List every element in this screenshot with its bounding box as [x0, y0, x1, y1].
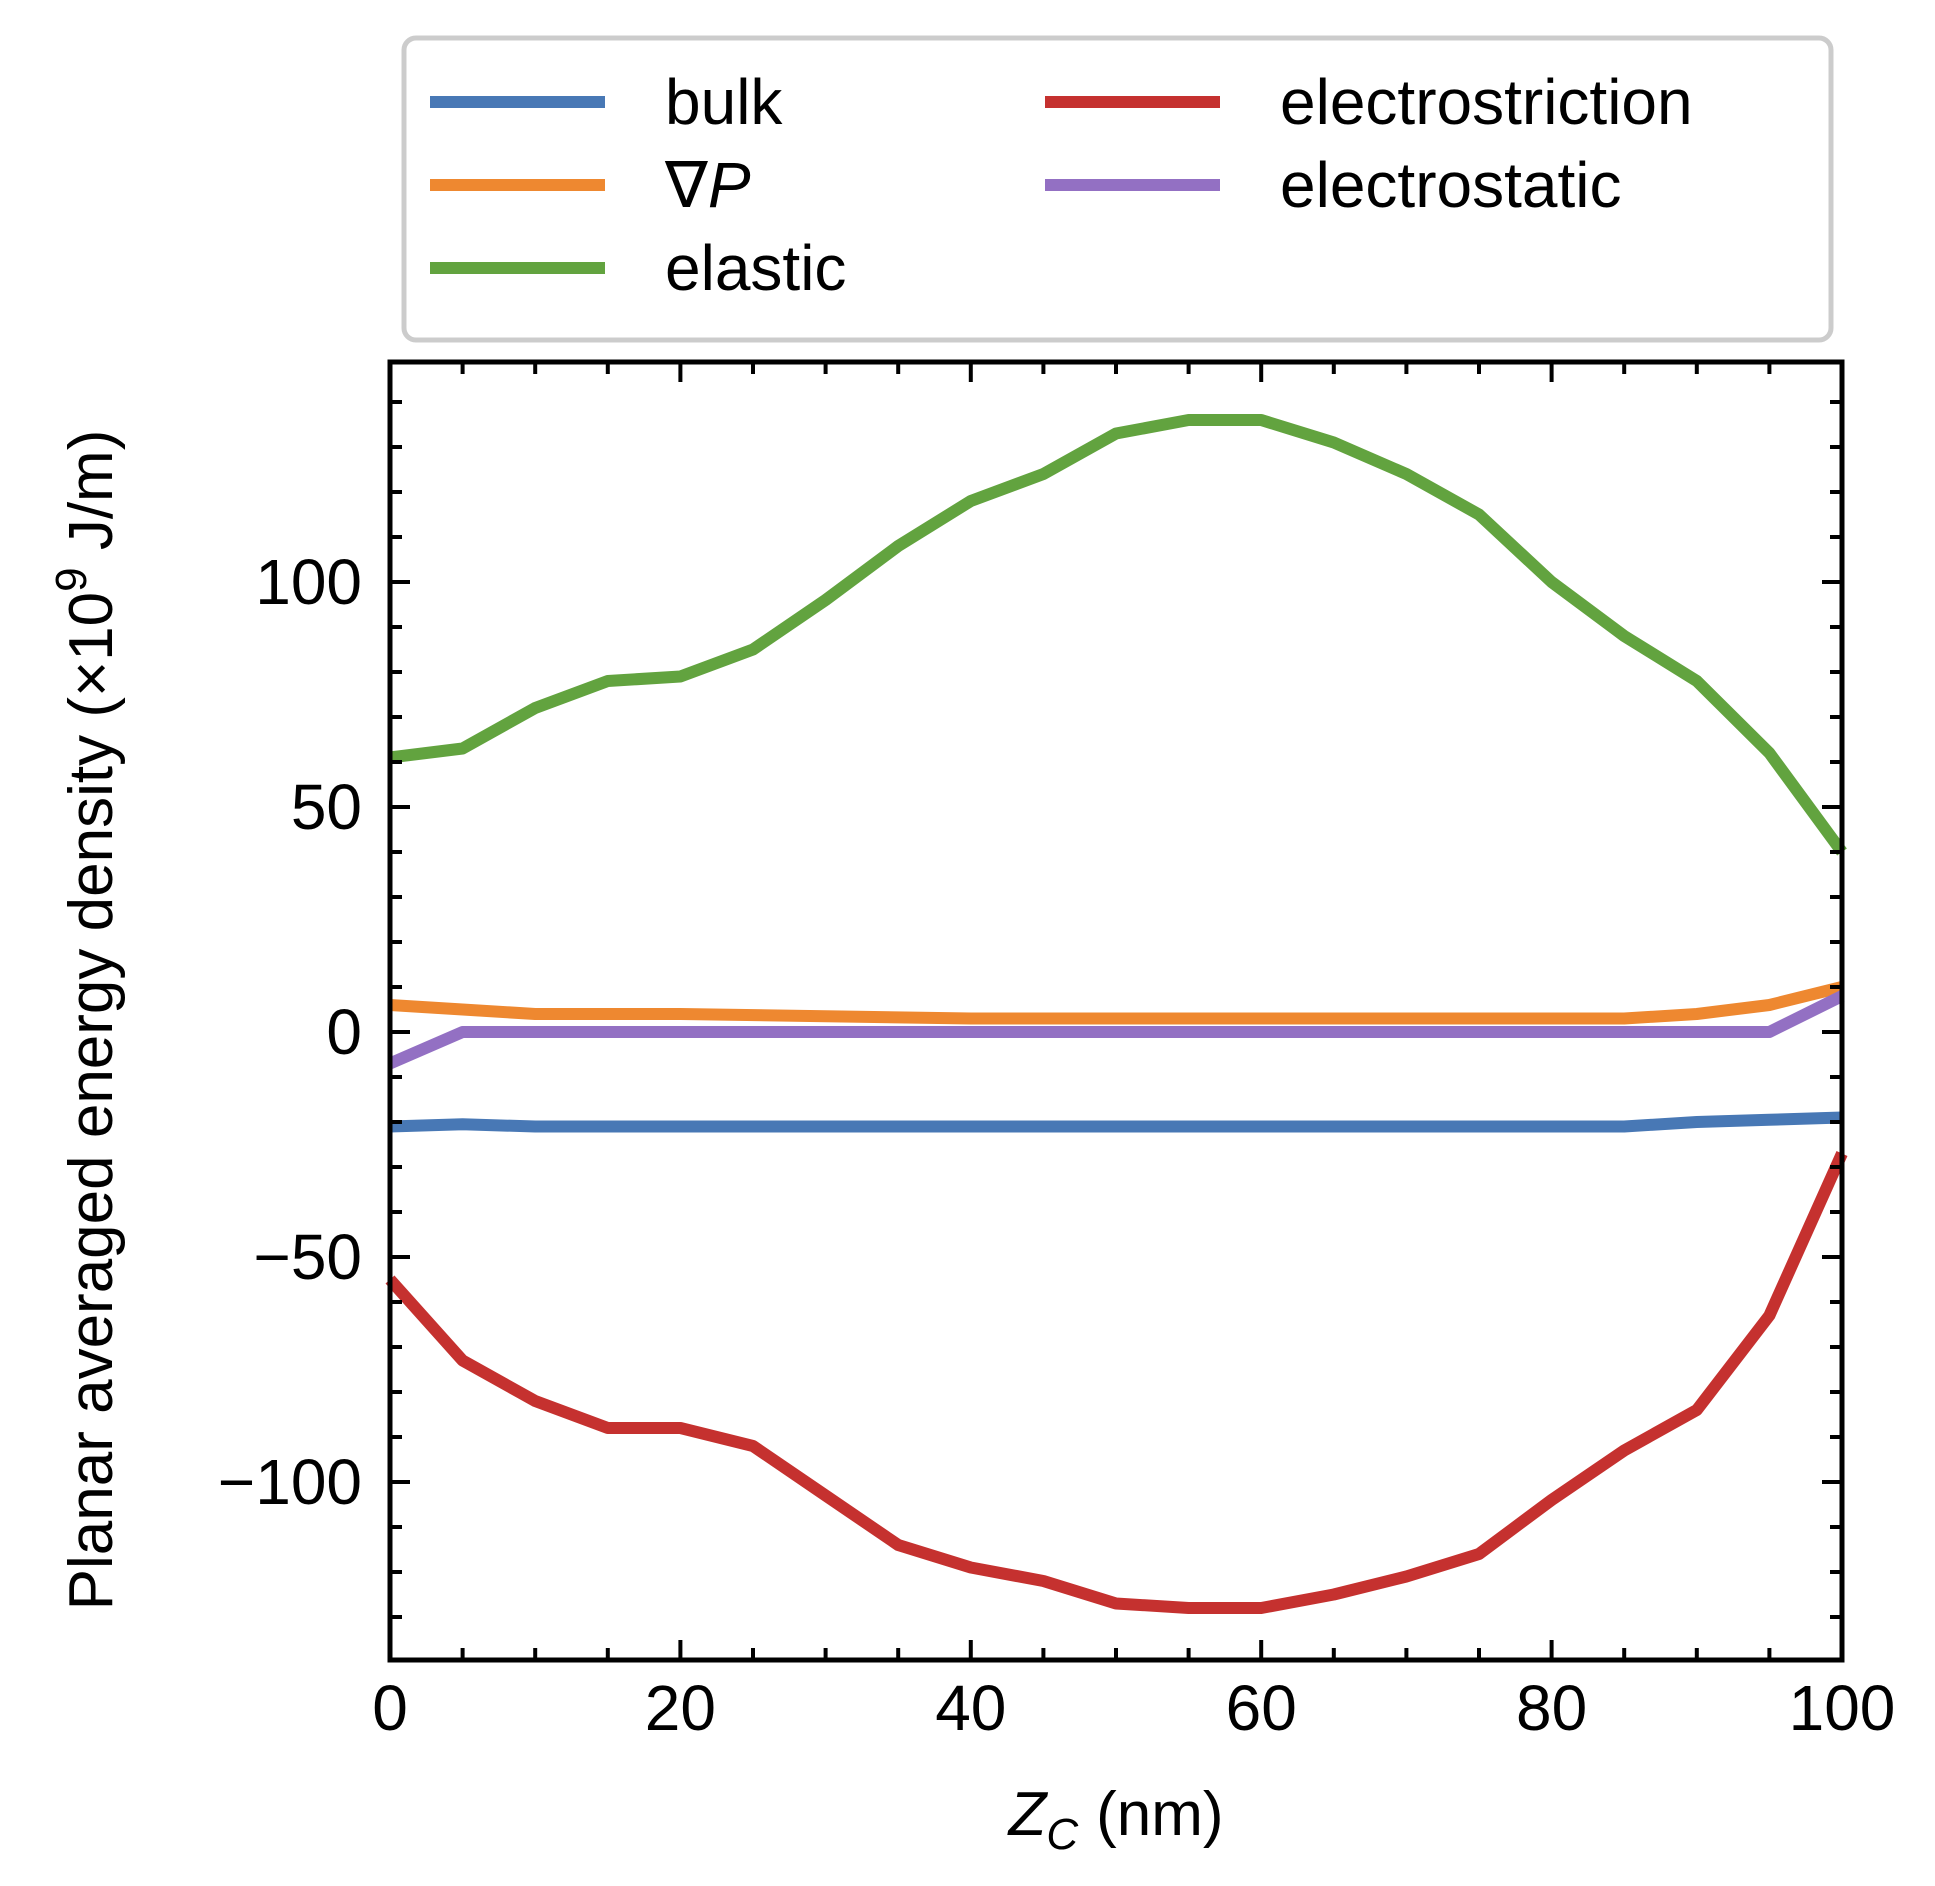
- y-tick-label: 100: [255, 546, 362, 618]
- legend-label-elastic: elastic: [665, 232, 846, 304]
- plot-area: 0 20 40 60 80 100 −100 −50 0 50 100: [218, 359, 1895, 1744]
- x-tick-label: 40: [935, 1672, 1006, 1744]
- x-tick-label: 20: [645, 1672, 716, 1744]
- y-tick-label: 0: [326, 996, 362, 1068]
- series-line-bulk: [389, 1111, 1843, 1133]
- y-axis-title: Planar averaged energy density (×109 J/m…: [47, 430, 126, 1611]
- y-tick-label: −50: [253, 1221, 362, 1293]
- legend-label-bulk: bulk: [665, 66, 783, 138]
- y-ticks: −100 −50 0 50 100: [218, 400, 1842, 1619]
- x-axis-unit: (nm): [1096, 1780, 1223, 1849]
- x-axis-sub: C: [1046, 1810, 1079, 1859]
- x-axis-title: ZC (nm): [1006, 1780, 1223, 1859]
- x-axis-var: Z: [1006, 1780, 1048, 1849]
- series-line-grad-P: [389, 981, 1844, 1025]
- x-tick-label: 80: [1516, 1672, 1587, 1744]
- series-line-elastic: [389, 414, 1847, 856]
- legend-label-grad-p: ∇P: [664, 149, 751, 221]
- series-lines: [385, 414, 1848, 1614]
- y-axis-title-unit: J/m): [57, 430, 126, 568]
- legend-label-electrostriction: electrostriction: [1280, 66, 1693, 138]
- x-tick-label: 60: [1226, 1672, 1297, 1744]
- y-axis-title-main: Planar averaged energy density (×10: [57, 592, 126, 1611]
- y-tick-label: −100: [218, 1446, 362, 1518]
- x-tick-label: 0: [372, 1672, 408, 1744]
- legend-grad-symbol: ∇: [664, 149, 708, 221]
- y-axis-title-exp: 9: [47, 567, 96, 591]
- x-tick-label: 100: [1789, 1672, 1896, 1744]
- series-line-electrostatic: [387, 990, 1845, 1070]
- y-tick-label: 50: [291, 771, 362, 843]
- x-ticks: 0 20 40 60 80 100: [372, 362, 1895, 1744]
- legend-label-electrostatic: electrostatic: [1280, 149, 1621, 221]
- series-line-electrostriction: [385, 1151, 1848, 1614]
- legend-grad-var: P: [708, 149, 751, 221]
- legend: bulk ∇P elastic electrostriction electro…: [430, 66, 1693, 304]
